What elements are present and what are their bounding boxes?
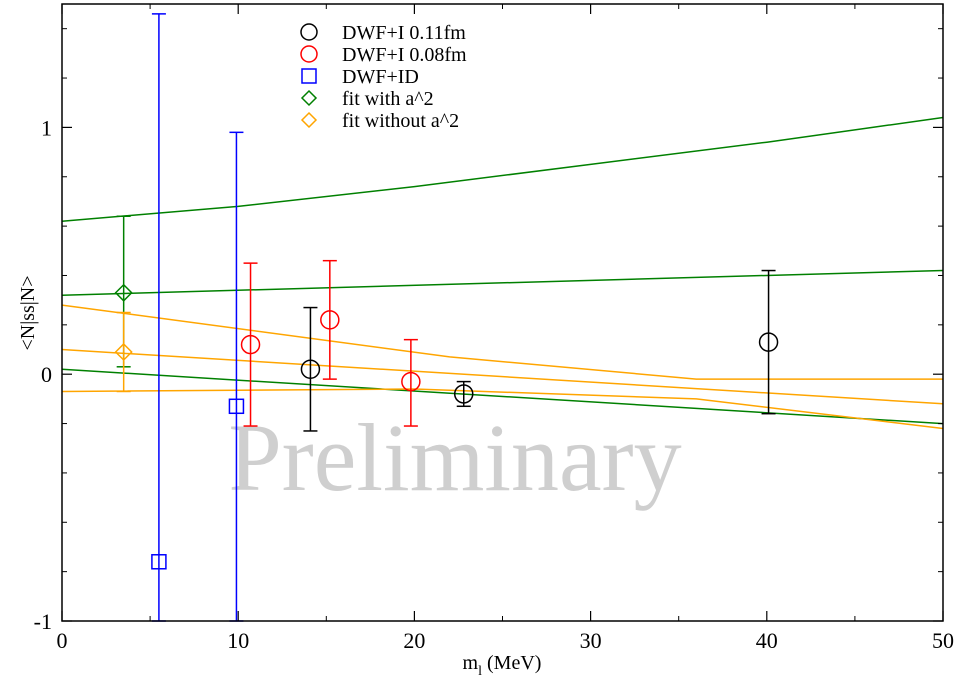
- legend-marker-4: [300, 111, 318, 129]
- error-bar-s1-p2: [403, 338, 418, 427]
- legend-label-3: fit with a^2: [342, 88, 434, 110]
- legend-label-2: DWF+ID: [342, 66, 419, 88]
- fit-curve-2: [61, 368, 944, 425]
- error-bar-s1-p0: [243, 262, 258, 427]
- x-axis-title: ml (MeV): [463, 652, 542, 679]
- fit-curve-5: [61, 388, 944, 430]
- plot-frame: [61, 3, 944, 622]
- x-tick-label: 10: [227, 628, 249, 653]
- legend-marker-1: [300, 45, 318, 63]
- data-point-s2-p1: [228, 398, 245, 415]
- error-bar-s0-p1: [456, 380, 471, 408]
- fit-curve-3: [61, 304, 943, 380]
- axis-ticks: 0 10 20 30 40 50-101: [34, 4, 954, 653]
- x-tick-label: 0: [57, 628, 68, 653]
- x-axis-title-sub: l: [478, 664, 482, 679]
- legend-marker-2: [301, 68, 317, 84]
- y-axis-title: <N|ss|N>: [17, 275, 39, 350]
- data-markers: [114, 283, 779, 570]
- legend-marker-0: [300, 23, 318, 41]
- x-tick-label: 50: [932, 628, 954, 653]
- error-bar-s1-p1: [322, 259, 337, 380]
- x-tick-label: 20: [403, 628, 425, 653]
- fit-curve-1: [61, 269, 944, 296]
- data-point-s0-p1: [453, 384, 474, 404]
- legend-marker-3: [300, 89, 318, 107]
- error-bar-s4-p0: [116, 311, 131, 393]
- data-point-s2-p0: [151, 554, 167, 570]
- data-point-s1-p1: [320, 310, 340, 330]
- y-tick-label: 1: [41, 115, 52, 140]
- data-point-s0-p2: [758, 332, 779, 352]
- x-axis-title-main: m: [463, 652, 479, 674]
- error-bar-s0-p2: [761, 269, 776, 415]
- legend-label-0: DWF+I 0.11fm: [342, 22, 466, 44]
- data-point-s1-p0: [240, 334, 261, 355]
- watermark-preliminary: Preliminary: [228, 404, 681, 511]
- error-bars: [116, 13, 776, 622]
- fit-curve-4: [61, 348, 944, 405]
- error-bar-s0-p0: [303, 306, 318, 432]
- data-point-s1-p2: [401, 371, 421, 392]
- data-point-s4-p0: [114, 342, 133, 362]
- y-tick-label: 0: [41, 362, 52, 387]
- fit-curves: [61, 116, 944, 430]
- data-point-s0-p0: [300, 359, 321, 380]
- x-tick-label: 40: [756, 628, 778, 653]
- legend-label-1: DWF+I 0.08fm: [342, 44, 467, 66]
- y-tick-label: -1: [34, 609, 52, 634]
- x-tick-label: 30: [580, 628, 602, 653]
- fit-curve-0: [61, 116, 944, 222]
- data-point-s3-p0: [114, 283, 133, 302]
- legend-label-4: fit without a^2: [342, 110, 459, 132]
- x-axis-title-unit: (MeV): [482, 652, 541, 674]
